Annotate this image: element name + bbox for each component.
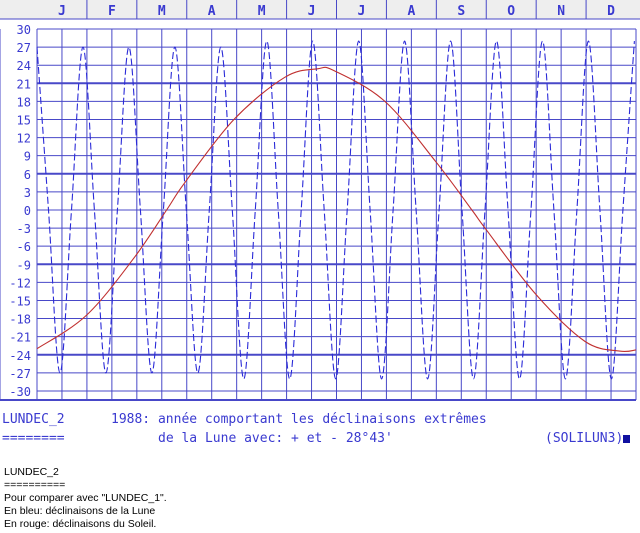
y-tick-label: 21 (17, 77, 31, 91)
y-tick-label: -15 (9, 294, 31, 308)
month-label: J (58, 4, 66, 19)
month-label: D (607, 4, 615, 19)
month-label: A (407, 4, 415, 19)
program-name: LUNDEC_2 (2, 412, 65, 427)
month-label: S (457, 4, 465, 19)
grid (0, 28, 637, 401)
caption-underline: ========== (4, 479, 66, 491)
y-tick-label: 24 (17, 59, 31, 73)
month-label: A (208, 4, 216, 19)
caption-red-legend: En rouge: déclinaisons du Soleil. (4, 518, 157, 530)
y-tick-label: 15 (17, 113, 31, 127)
caption-blue-legend: En bleu: déclinaisons de la Lune (4, 505, 156, 517)
y-axis-tick-labels: 302724211815129630-3-6-9-12-15-18-21-24-… (9, 23, 31, 399)
y-tick-label: -6 (17, 240, 31, 254)
y-tick-label: -21 (9, 331, 31, 345)
text-cursor (623, 435, 630, 443)
program-name-underline: ======== (2, 431, 65, 446)
month-label: F (108, 4, 116, 19)
program-tag: (SOLILUN3) (545, 431, 624, 446)
y-tick-label: -12 (9, 276, 31, 290)
y-tick-label: -3 (17, 222, 31, 236)
title-line-1: 1988: année comportant les déclinaisons … (111, 412, 487, 427)
y-tick-label: 0 (24, 204, 31, 218)
y-tick-label: 6 (24, 168, 31, 182)
y-tick-label: 9 (24, 150, 31, 164)
month-label: N (557, 4, 565, 19)
month-label: M (258, 4, 266, 19)
month-bar-background (0, 0, 640, 19)
y-tick-label: -18 (9, 313, 31, 327)
month-label: J (308, 4, 316, 19)
y-tick-label: 30 (17, 23, 31, 37)
y-tick-label: -27 (9, 367, 31, 381)
series (36, 40, 637, 380)
y-tick-label: 12 (17, 132, 31, 146)
month-label: M (158, 4, 166, 19)
y-tick-label: 18 (17, 95, 31, 109)
caption-name: LUNDEC_2 (4, 466, 59, 478)
caption-compare: Pour comparer avec "LUNDEC_1". (4, 492, 167, 504)
moon-declination-line (36, 40, 635, 380)
chart-background (0, 0, 640, 408)
y-tick-label: -30 (9, 385, 31, 399)
month-label: O (507, 4, 515, 19)
y-tick-label: 3 (24, 186, 31, 200)
y-tick-label: -9 (17, 258, 31, 272)
y-tick-label: -24 (9, 349, 31, 363)
title-line-2: de la Lune avec: + et - 28°43' (158, 431, 393, 446)
sun-declination-line (36, 66, 637, 353)
y-tick-label: 27 (17, 41, 31, 55)
month-label: J (358, 4, 366, 19)
